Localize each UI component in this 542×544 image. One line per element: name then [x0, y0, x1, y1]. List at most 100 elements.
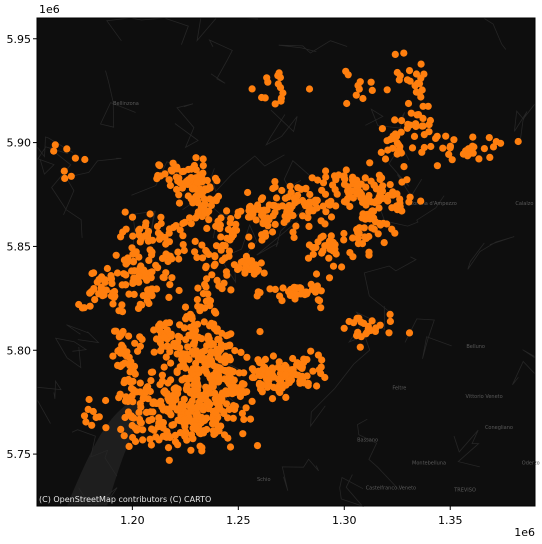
data-point [60, 167, 68, 175]
data-point [163, 326, 171, 334]
data-point [215, 404, 223, 412]
data-point [322, 208, 330, 216]
data-point [314, 296, 322, 304]
data-point [161, 387, 169, 395]
data-point [193, 296, 201, 304]
data-point [236, 392, 244, 401]
data-point [125, 332, 133, 340]
data-point [153, 285, 161, 293]
data-point [150, 348, 158, 356]
data-point [225, 247, 233, 255]
data-point [172, 222, 180, 230]
data-point [285, 201, 293, 210]
data-point [304, 381, 312, 390]
data-point [191, 338, 199, 346]
data-point [148, 251, 156, 259]
data-point [199, 201, 207, 209]
data-point [136, 418, 144, 426]
data-point [272, 194, 281, 202]
data-point [360, 319, 368, 327]
data-point [231, 347, 239, 355]
data-point [256, 359, 264, 367]
data-point [211, 395, 219, 403]
data-point [342, 198, 350, 206]
data-point [190, 321, 198, 329]
data-point [412, 122, 420, 131]
data-point [227, 286, 235, 294]
data-point [113, 269, 122, 277]
axes-frame [36, 17, 536, 507]
data-point [375, 171, 383, 179]
data-point [331, 245, 339, 253]
data-point [144, 383, 152, 391]
data-point [281, 371, 290, 379]
data-point [198, 447, 206, 455]
data-point [417, 60, 425, 68]
data-point [485, 134, 493, 142]
data-point [400, 49, 408, 57]
data-point [203, 275, 211, 283]
data-point [129, 398, 137, 406]
data-point [175, 191, 183, 199]
data-point [121, 208, 129, 216]
data-point [179, 404, 187, 412]
data-point [193, 253, 201, 262]
data-point [225, 252, 233, 260]
map-place-label: Bellinzona [113, 101, 139, 107]
data-point [176, 344, 184, 352]
data-point [112, 251, 120, 259]
data-point [289, 370, 297, 378]
data-point [186, 214, 194, 222]
data-point [142, 408, 151, 416]
y-tick-label: 5.85 [7, 240, 32, 253]
map-place-label: Castelfranco Veneto [366, 485, 416, 491]
y-axis: 5.75 5.80 5.85 5.90 5.95 [7, 33, 37, 461]
data-point [187, 165, 196, 173]
data-point [127, 412, 135, 420]
data-point [227, 374, 235, 382]
data-point [406, 77, 414, 85]
data-point [305, 85, 314, 93]
data-point [398, 117, 406, 125]
data-point [222, 400, 231, 408]
data-point [129, 386, 138, 394]
terrain-line [467, 236, 515, 270]
data-point [111, 327, 119, 335]
data-point [340, 324, 348, 332]
data-point [408, 144, 417, 152]
data-point [278, 364, 286, 373]
map-place-labels: Bellinzona Cortina d'Ampezzo Calalzo Bellun… [113, 101, 540, 493]
data-point [115, 394, 123, 402]
data-point [117, 233, 125, 241]
data-point [293, 291, 301, 299]
data-point [145, 256, 153, 264]
terrain-line [106, 17, 189, 45]
data-point [202, 262, 210, 270]
data-point [303, 290, 311, 298]
data-point [235, 369, 243, 377]
terrain-line [208, 39, 233, 84]
data-point [191, 237, 199, 245]
data-point [291, 199, 299, 207]
data-point [217, 214, 225, 222]
data-point [187, 431, 196, 439]
data-point [256, 328, 264, 336]
data-point [317, 304, 325, 312]
terrain-line [265, 109, 298, 146]
map-attribution: (C) OpenStreetMap contributors (C) CARTO [39, 495, 211, 504]
terrain-line [365, 108, 405, 129]
data-point [386, 310, 394, 318]
data-point [268, 395, 277, 403]
data-point [319, 179, 328, 187]
data-point [85, 395, 93, 404]
data-point [157, 347, 165, 355]
data-point [136, 400, 144, 408]
data-point [204, 398, 212, 406]
data-point [136, 300, 144, 308]
data-point [327, 232, 335, 240]
data-point [271, 285, 279, 293]
data-point [159, 406, 167, 414]
data-point [405, 329, 414, 337]
data-point [80, 412, 89, 420]
data-point [102, 396, 110, 405]
